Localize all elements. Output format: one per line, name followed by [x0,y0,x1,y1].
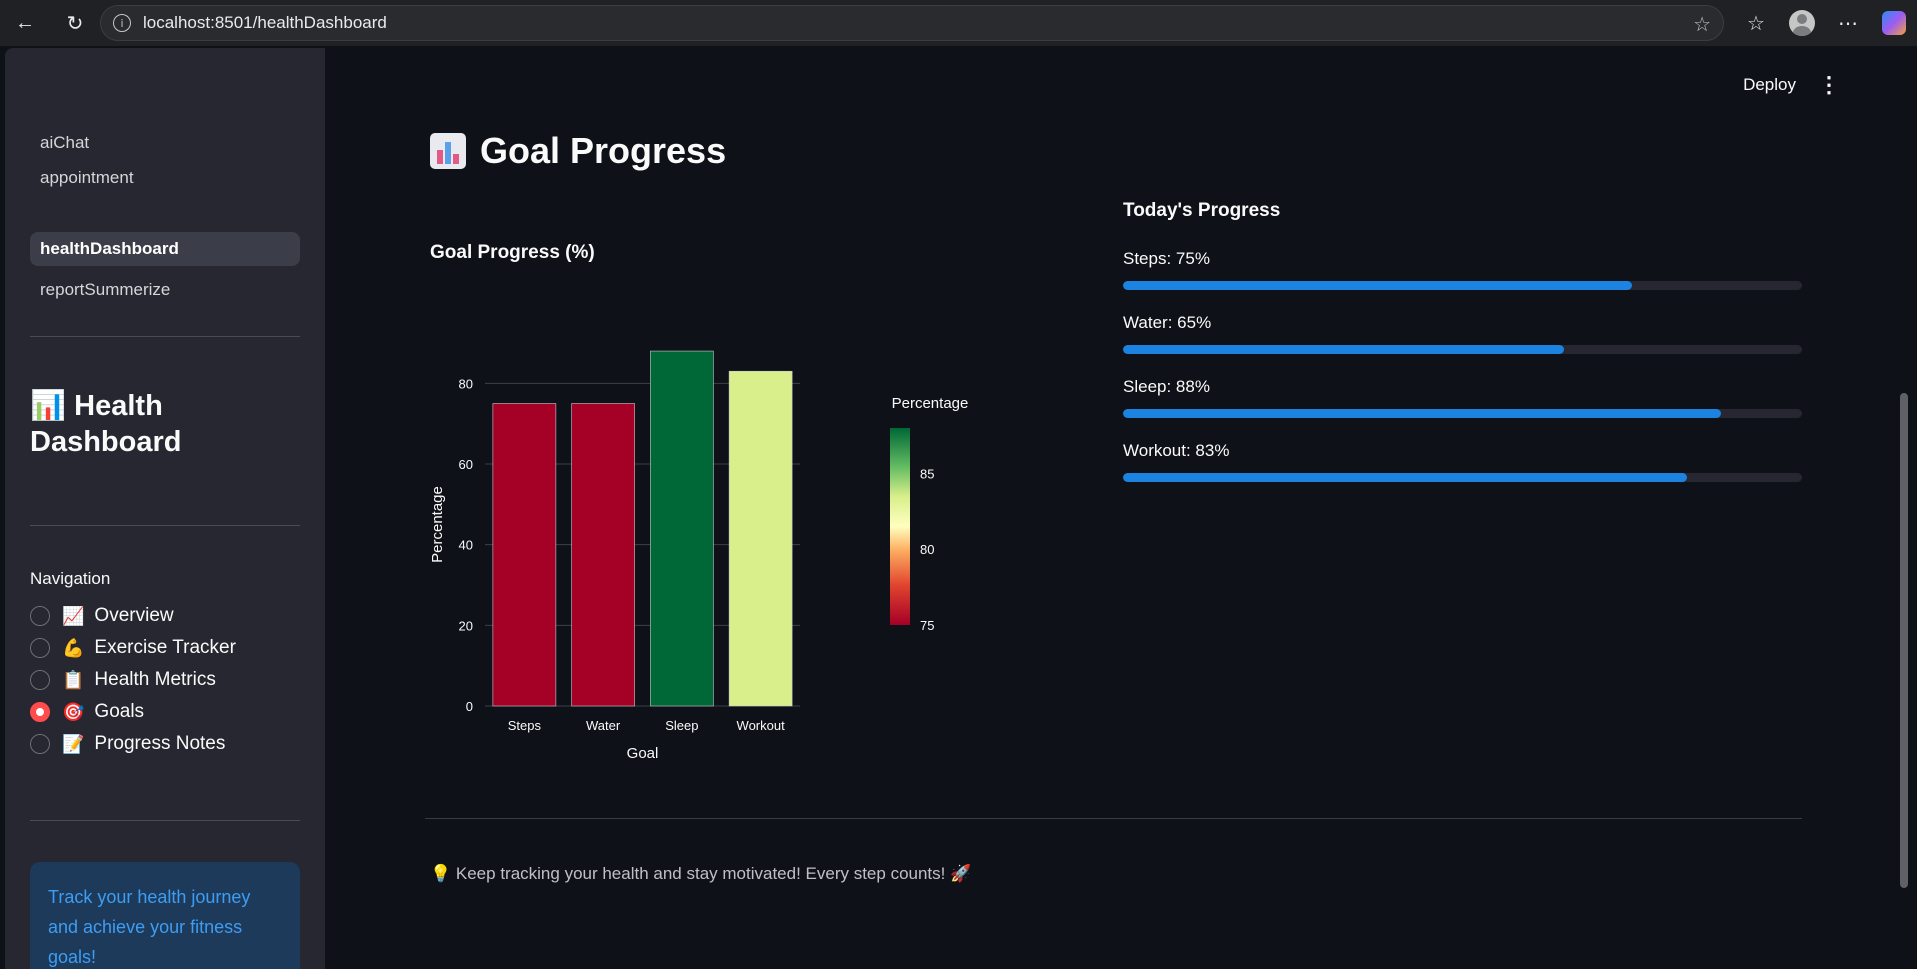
chart-increasing-icon: 📈 [62,605,85,627]
radio-button[interactable] [30,670,50,690]
kebab-menu-icon[interactable]: ⋮ [1818,72,1840,97]
sidebar-page-aichat[interactable]: aiChat [40,133,90,152]
y-tick-label: 40 [459,538,473,553]
page-title-text: Goal Progress [480,130,727,171]
sidebar-divider [30,336,300,337]
main-content: Deploy ⋮ Goal Progress Goal Progress (%)… [325,48,1908,969]
nav-option-health-metrics[interactable]: 📋 Health Metrics [30,665,216,695]
bar-workout [728,370,793,707]
sidebar-page-healthdashboard[interactable]: healthDashboard [30,232,300,266]
streamlit-app: aiChat appointment healthDashboard repor… [5,48,1908,969]
avatar [1789,10,1815,36]
progress-label-sleep: Sleep: 88% [1123,377,1210,396]
progress-bar-steps [1123,281,1802,290]
more-options-icon[interactable]: ⋯ [1838,12,1858,35]
nav-option-exercise-tracker[interactable]: 💪 Exercise Tracker [30,633,236,663]
y-axis-title: Percentage [429,486,446,563]
nav-option-label: Health Metrics [94,669,216,690]
x-axis-title: Goal [627,745,659,762]
progress-fill [1123,281,1633,290]
content-divider [425,818,1802,819]
footer-note: 💡 Keep tracking your health and stay mot… [430,864,972,883]
chart-title: Goal Progress (%) [430,242,595,263]
favorites-list-icon[interactable]: ☆ [1747,12,1765,35]
bar-sleep [650,350,714,707]
nav-option-goals[interactable]: 🎯 Goals [30,697,144,727]
address-bar[interactable]: i localhost:8501/healthDashboard ☆ [100,5,1724,41]
nav-option-progress-notes[interactable]: 📝 Progress Notes [30,729,225,759]
y-tick-label: 20 [459,618,473,633]
x-tick-label: Sleep [665,718,698,733]
favorite-star-icon[interactable]: ☆ [1693,14,1711,36]
sidebar-page-appointment[interactable]: appointment [40,168,134,187]
progress-bar-sleep [1123,409,1802,418]
navigation-label: Navigation [30,569,111,588]
clipboard-icon: 📋 [62,669,85,691]
nav-option-label: Overview [94,605,174,626]
colorbar-tick-label: 85 [920,466,934,481]
y-tick-label: 0 [466,699,473,714]
browser-toolbar: ← ↻ i localhost:8501/healthDashboard ☆ ☆… [0,0,1917,46]
x-tick-label: Steps [508,718,542,733]
nav-option-overview[interactable]: 📈 Overview [30,601,174,631]
todays-progress-title: Today's Progress [1123,200,1281,221]
progress-label-water: Water: 65% [1123,313,1212,332]
x-tick-label: Water [586,718,621,733]
goal-progress-chart: 0 20 40 60 80 Percentage Steps Water Sleep Workou… [429,350,969,762]
deploy-button[interactable]: Deploy [1743,75,1796,94]
info-callout: Track your health journey and achieve yo… [30,862,300,969]
progress-label-steps: Steps: 75% [1123,249,1210,268]
sidebar-divider [30,525,300,526]
colorbar [890,428,910,625]
site-info-icon[interactable]: i [113,14,131,32]
nav-option-label: Progress Notes [94,733,226,754]
x-tick-label: Workout [737,718,786,733]
bar-chart-icon [430,133,466,169]
memo-icon: 📝 [62,733,85,755]
colorbar-title: Percentage [892,395,969,412]
target-icon: 🎯 [62,701,85,723]
progress-fill [1123,473,1687,482]
flexed-biceps-icon: 💪 [62,637,85,659]
back-arrow-icon[interactable]: ← [15,11,35,34]
progress-bar-workout [1123,473,1802,482]
radio-button[interactable] [30,734,50,754]
url-text[interactable]: localhost:8501/healthDashboard [143,13,387,32]
radio-button[interactable] [30,606,50,626]
progress-bar-water [1123,345,1802,354]
radio-button-selected[interactable] [30,702,50,722]
page-title: Goal Progress [430,130,726,172]
progress-fill [1123,345,1565,354]
sidebar-page-reportsummerize[interactable]: reportSummerize [40,280,171,299]
sidebar-title: 📊 Health Dashboard [30,390,182,458]
nav-option-label: Exercise Tracker [94,637,236,658]
bar-water [571,403,635,707]
sidebar-divider [30,820,300,821]
colorbar-tick-label: 75 [920,618,934,633]
copilot-icon[interactable] [1871,0,1917,46]
profile-button[interactable] [1779,0,1825,46]
radio-button[interactable] [30,638,50,658]
progress-label-workout: Workout: 83% [1123,441,1230,460]
nav-option-label: Goals [94,701,145,722]
reload-icon[interactable]: ↻ [66,12,84,35]
y-tick-label: 60 [459,457,473,472]
scrollbar[interactable] [1900,393,1908,888]
colorbar-tick-label: 80 [920,542,934,557]
sidebar: aiChat appointment healthDashboard repor… [5,48,325,969]
y-tick-label: 80 [459,376,473,391]
progress-fill [1123,409,1721,418]
bar-steps [492,403,557,707]
